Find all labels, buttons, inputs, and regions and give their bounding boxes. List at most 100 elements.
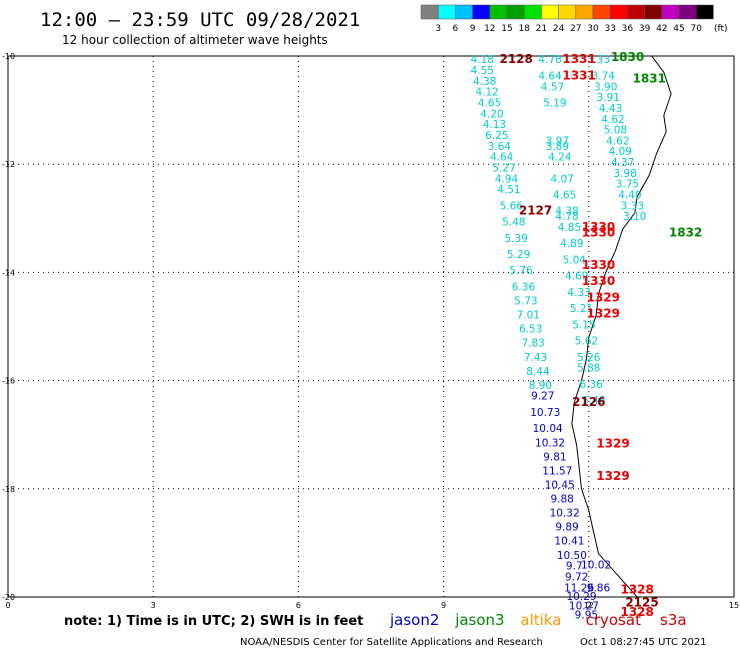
wave-height-label: 9.86: [587, 582, 611, 594]
x-tick-label: 6: [296, 601, 301, 610]
colorbar-label: 18: [518, 24, 530, 34]
wave-height-label: 4.24: [548, 152, 572, 164]
colorbar-swatch: [558, 4, 577, 20]
wave-height-label: 4.78: [538, 54, 561, 66]
wave-height-label: 4.12: [475, 87, 498, 99]
x-tick-label: 9: [441, 601, 446, 610]
wave-height-label: 10.50: [557, 550, 587, 562]
colorbar-swatch: [455, 4, 473, 20]
wave-height-label: 10.04: [533, 423, 563, 435]
pass-time-label: 2126: [572, 395, 605, 409]
wave-height-label: 3.64: [488, 141, 512, 153]
wave-height-label: 10.32: [535, 437, 565, 449]
pass-time-label: 1330: [582, 258, 615, 272]
wave-height-label: 9.89: [555, 522, 578, 534]
wave-height-label: 3.98: [613, 168, 636, 180]
wave-height-label: 5.19: [543, 98, 566, 110]
wave-height-label: 3.10: [623, 211, 646, 223]
wave-height-label: 9.27: [531, 391, 554, 403]
satellite-name-jason2: jason2: [389, 611, 439, 629]
colorbar-label: 12: [484, 24, 495, 34]
colorbar-swatch: [609, 4, 628, 20]
wave-height-label: 5.88: [577, 363, 600, 375]
colorbar-swatch: [592, 4, 611, 20]
wave-height-label: 5.39: [505, 233, 528, 245]
wave-height-label: 4.20: [480, 108, 503, 120]
wave-height-label: 11.26: [564, 582, 594, 594]
wave-height-label: 5.73: [514, 296, 537, 308]
x-tick-label: 0: [5, 601, 10, 610]
colorbar: 3 6 9 12 15 18 21 24 27 30 33 36 39 42 45 70: [420, 4, 714, 34]
colorbar-label: 36: [622, 24, 634, 34]
wave-height-label: 7.83: [521, 338, 544, 350]
wave-height-label: 4.18: [471, 54, 494, 66]
pass-time-label: 1831: [633, 72, 666, 86]
wave-height-label: 4.65: [553, 189, 576, 201]
satellite-name-s3a: s3a: [660, 611, 687, 629]
x-tick-label: 15: [729, 601, 739, 610]
pass-time-label: 1329: [587, 307, 620, 321]
wave-height-label: 5.29: [507, 249, 530, 261]
footer-timestamp: Oct 1 08:27:45 UTC 2021: [580, 637, 707, 648]
pass-time-label: 2125: [625, 595, 658, 609]
colorbar-unit: (ft): [714, 24, 728, 34]
pass-time-label: 1329: [587, 290, 620, 304]
colorbar-label: 39: [639, 24, 651, 34]
pass-time-label: 1328: [620, 582, 653, 596]
wave-height-label: 4.62: [601, 114, 624, 126]
pass-time-label: 1832: [669, 225, 702, 239]
colorbar-swatch: [627, 4, 645, 20]
data-labels: 4.184.554.384.124.654.204.136.253.644.64…: [471, 50, 703, 621]
wave-height-label: 3.89: [546, 141, 569, 153]
colorbar-swatch: [437, 4, 456, 20]
wave-height-label: 9.7: [566, 561, 583, 573]
wave-height-label: 9.81: [543, 451, 566, 463]
wave-height-label: 4.55: [471, 65, 494, 77]
y-tick-label: -16: [2, 377, 15, 386]
wave-height-label: 10.02: [581, 560, 611, 572]
colorbar-swatch: [506, 4, 525, 20]
wave-height-label: 4.62: [606, 135, 629, 147]
colorbar-label: 9: [470, 24, 476, 34]
wave-height-label: 11.57: [542, 465, 572, 477]
footer-note: note: 1) Time is in UTC; 2) SWH is in fe…: [64, 614, 363, 629]
satellite-legend: jason2 jason3 altika cryosat s3a: [389, 611, 687, 629]
wave-height-label: 4.40: [618, 189, 641, 201]
wave-height-label: 4.43: [599, 103, 622, 115]
chart-title: 12:00 – 23:59 UTC 09/28/2021: [40, 9, 360, 31]
wave-height-label: 4.85: [558, 222, 581, 234]
coastline: [571, 55, 672, 598]
footer-credit: NOAA/NESDIS Center for Satellite Applica…: [240, 637, 543, 648]
wave-height-label: 5.04: [563, 254, 587, 266]
coastline-path: [571, 55, 672, 598]
colorbar-label: 45: [673, 24, 684, 34]
colorbar-label: 70: [690, 24, 702, 34]
colorbar-label: 15: [501, 24, 512, 34]
colorbar-label: 24: [553, 24, 565, 34]
wave-height-label: 4.38: [555, 206, 578, 218]
wave-height-label: 10.41: [554, 536, 584, 548]
wave-height-label: 4.57: [541, 81, 564, 93]
pass-time-label: 1331: [562, 68, 595, 82]
wave-height-label: 3.33: [621, 200, 644, 212]
colorbar-swatch: [644, 4, 663, 20]
colorbar-swatch: [678, 4, 697, 20]
wave-height-label: 6.25: [485, 130, 508, 142]
plot-border: [7, 55, 735, 598]
wave-height-label: 9.88: [550, 494, 573, 506]
wave-height-label: 4.07: [550, 173, 573, 185]
pass-time-label: 2127: [519, 204, 552, 218]
wave-height-label: 4.69: [565, 271, 588, 283]
wave-height-label: 3.91: [596, 92, 619, 104]
satellite-name-cryosat: cryosat: [586, 611, 641, 629]
colorbar-swatch: [523, 4, 542, 20]
colorbar-label: 21: [536, 24, 547, 34]
pass-time-label: 1331: [562, 52, 595, 66]
wave-height-label: 5.26: [577, 352, 601, 364]
plot-grid: [7, 55, 735, 598]
wave-height-label: 3.90: [594, 81, 617, 93]
wave-height-label: 10.29: [567, 591, 597, 603]
colorbar-swatch: [420, 4, 439, 20]
